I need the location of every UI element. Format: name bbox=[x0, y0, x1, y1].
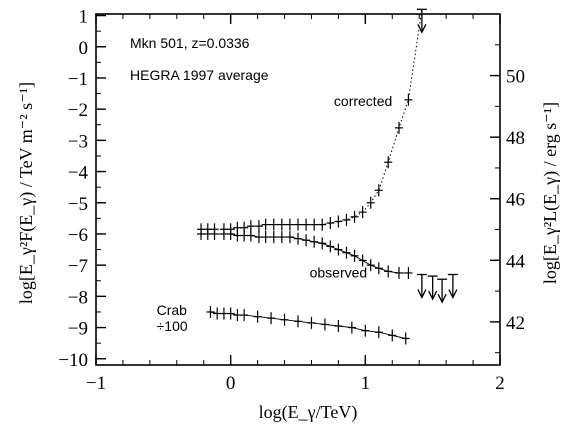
series-label-corrected: corrected bbox=[334, 93, 392, 109]
y-tick-label: −8 bbox=[68, 287, 88, 308]
y2-tick-label: 46 bbox=[506, 190, 525, 211]
y2-tick-label: 50 bbox=[506, 67, 525, 88]
annotation-source: Mkn 501, z=0.0336 bbox=[130, 35, 250, 51]
upper-limit-arrow-head bbox=[448, 289, 458, 299]
y-tick-label: −9 bbox=[68, 319, 88, 340]
y-tick-label: 1 bbox=[79, 7, 89, 28]
y-tick-label: −7 bbox=[68, 256, 88, 277]
upper-limit-arrow-head bbox=[428, 290, 438, 301]
x-tick-label: 2 bbox=[495, 373, 505, 394]
annotation-dataset: HEGRA 1997 average bbox=[130, 67, 269, 83]
corrected-curve bbox=[201, 9, 423, 230]
upper-limit-arrow-head bbox=[437, 293, 447, 304]
series-label-observed: observed bbox=[310, 265, 368, 281]
y-tick-label: −10 bbox=[58, 350, 88, 371]
y-tick-label: −1 bbox=[68, 69, 88, 90]
y2-axis-label: log[E_γ²L(E_γ) / erg s⁻¹] bbox=[540, 102, 561, 284]
x-axis-label: log(E_γ/TeV) bbox=[259, 402, 358, 423]
series-observed bbox=[197, 227, 458, 304]
y-axis-label: log[E_γ²F(E_γ) / TeV m⁻² s⁻¹] bbox=[16, 82, 37, 304]
y2-tick-label: 42 bbox=[506, 313, 525, 334]
plot-frame bbox=[95, 13, 501, 366]
y-tick-label: 0 bbox=[79, 38, 89, 59]
crab-label-line: ÷100 bbox=[157, 318, 188, 334]
x-tick-label: 0 bbox=[226, 373, 236, 394]
series-crab bbox=[206, 305, 410, 345]
y-tick-label: −3 bbox=[68, 131, 88, 152]
x-tick-label: −1 bbox=[86, 373, 106, 394]
x-tick-label: 1 bbox=[361, 373, 371, 394]
y-tick-label: −6 bbox=[68, 225, 88, 246]
crab-label-line: Crab bbox=[157, 302, 188, 318]
upper-limit-arrow-head bbox=[417, 289, 427, 299]
series-connector bbox=[210, 311, 406, 339]
y-tick-label: −5 bbox=[68, 194, 88, 215]
y-tick-label: −4 bbox=[68, 163, 89, 184]
y2-tick-label: 48 bbox=[506, 128, 525, 149]
series-label-crab: Crab ÷100 bbox=[157, 302, 188, 334]
y2-tick-label: 44 bbox=[506, 251, 526, 272]
upper-limit-arrow-head bbox=[417, 24, 427, 34]
y-tick-label: −2 bbox=[68, 100, 88, 121]
